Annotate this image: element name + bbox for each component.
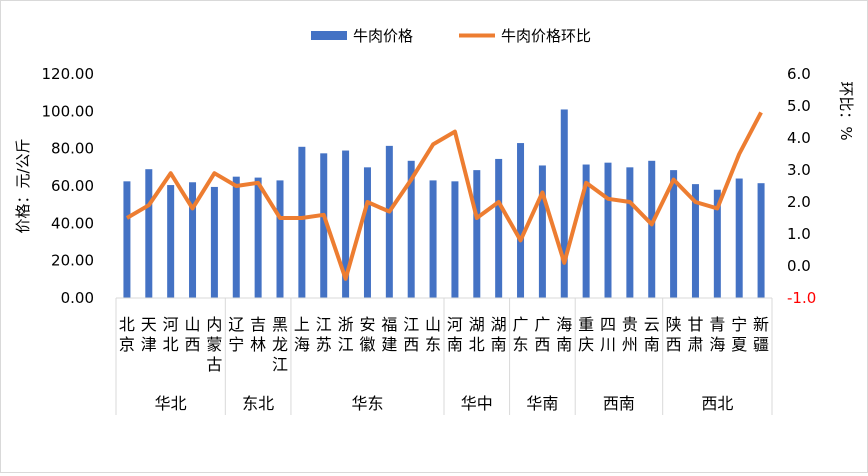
y-left-tick-label: 120.00 bbox=[42, 65, 95, 83]
y-left-tick-label: 80.00 bbox=[51, 140, 94, 158]
y-right-ticks: -1.0 0.0 1.0 2.0 3.0 4.0 5.0 6.0 bbox=[787, 65, 816, 307]
x-tick-label: 重庆 bbox=[578, 315, 594, 354]
x-tick-label: 天津 bbox=[141, 315, 157, 354]
x-tick-label: 江西 bbox=[403, 315, 419, 354]
bar bbox=[429, 180, 437, 298]
x-tick-label: 湖南 bbox=[491, 315, 507, 354]
x-axis: 北京天津河北山西内蒙古辽宁吉林黑龙江上海江苏浙江安徽福建江西山东河南湖北湖南广东… bbox=[115, 297, 773, 415]
x-tick-label: 浙江 bbox=[338, 315, 354, 354]
x-tick-label: 青海 bbox=[709, 315, 725, 354]
y-right-tick-label: 3.0 bbox=[787, 161, 811, 179]
y-left-ticks: 0.00 20.00 40.00 60.00 80.00 100.00 120.00 bbox=[42, 65, 95, 307]
bar bbox=[473, 170, 481, 298]
bar bbox=[363, 167, 371, 298]
y-right-tick-label: -1.0 bbox=[787, 289, 816, 307]
y-right-tick-label: 5.0 bbox=[787, 97, 811, 115]
bar bbox=[648, 160, 656, 298]
x-tick-label: 四川 bbox=[600, 315, 616, 354]
group-label: 华东 bbox=[351, 394, 383, 413]
bar-series bbox=[123, 109, 765, 298]
x-tick-label: 宁夏 bbox=[731, 315, 747, 354]
x-tick-label: 黑龙江 bbox=[272, 315, 288, 374]
bar bbox=[320, 153, 328, 298]
bar bbox=[560, 109, 568, 298]
x-tick-label: 陕西 bbox=[666, 315, 682, 354]
y-right-tick-label: 0.0 bbox=[787, 257, 811, 275]
bar bbox=[145, 169, 153, 298]
bar bbox=[254, 177, 262, 298]
group-label: 华北 bbox=[155, 394, 187, 413]
x-tick-label: 河南 bbox=[447, 315, 463, 354]
y-right-tick-label: 1.0 bbox=[787, 225, 811, 243]
bar bbox=[189, 182, 197, 298]
bar bbox=[407, 160, 415, 298]
bar bbox=[495, 158, 503, 298]
y-left-tick-label: 100.00 bbox=[42, 102, 95, 120]
bar bbox=[713, 189, 721, 298]
group-label: 华南 bbox=[526, 394, 558, 413]
group-label: 西北 bbox=[701, 394, 733, 413]
bar bbox=[604, 162, 612, 298]
x-tick-label: 新疆 bbox=[753, 315, 769, 354]
bar bbox=[342, 150, 350, 298]
y-left-tick-label: 40.00 bbox=[51, 214, 94, 232]
x-tick-label: 云南 bbox=[644, 315, 660, 354]
group-label: 东北 bbox=[242, 394, 274, 413]
x-tick-label: 吉林 bbox=[250, 315, 266, 354]
bar bbox=[276, 180, 284, 298]
bar bbox=[517, 143, 525, 298]
line-path bbox=[125, 111, 763, 281]
x-tick-label: 广东 bbox=[513, 315, 529, 354]
bar bbox=[735, 178, 743, 298]
y-left-tick-label: 0.00 bbox=[61, 289, 94, 307]
y-left-tick-label: 20.00 bbox=[51, 252, 94, 270]
x-tick-label: 安徽 bbox=[359, 315, 375, 354]
bar bbox=[757, 183, 765, 298]
y-right-tick-label: 2.0 bbox=[787, 193, 811, 211]
x-tick-label: 河北 bbox=[163, 315, 179, 354]
line-series bbox=[125, 111, 763, 281]
x-tick-label: 贵州 bbox=[622, 315, 638, 354]
x-tick-label: 湖北 bbox=[469, 315, 485, 354]
bar bbox=[626, 167, 634, 298]
legend-label-bar: 牛肉价格 bbox=[353, 27, 413, 45]
x-tick-label: 内蒙古 bbox=[206, 315, 222, 374]
bar bbox=[538, 165, 546, 298]
bar bbox=[385, 145, 393, 298]
y-right-tick-label: 6.0 bbox=[787, 65, 811, 83]
x-tick-label: 甘肃 bbox=[687, 315, 703, 354]
x-tick-label: 北京 bbox=[119, 315, 135, 354]
legend-label-line: 牛肉价格环比 bbox=[501, 27, 591, 45]
bar bbox=[691, 184, 699, 298]
y-right-tick-label: 4.0 bbox=[787, 129, 811, 147]
y-right-axis-title: 环比：% bbox=[837, 81, 855, 140]
y-left-axis-title: 价格：元/公斤 bbox=[14, 138, 32, 233]
x-tick-label: 广西 bbox=[534, 315, 550, 354]
x-tick-label: 福建 bbox=[381, 315, 397, 354]
x-tick-label: 山西 bbox=[185, 315, 201, 354]
bar bbox=[451, 181, 459, 298]
x-tick-label: 江苏 bbox=[316, 315, 332, 354]
bar bbox=[210, 186, 218, 298]
bar bbox=[582, 164, 590, 298]
bar bbox=[232, 176, 240, 298]
bar bbox=[298, 146, 306, 298]
bar bbox=[670, 170, 678, 298]
bar bbox=[167, 185, 175, 298]
legend-swatch-bar bbox=[311, 31, 347, 40]
legend: 牛肉价格 牛肉价格环比 bbox=[311, 27, 591, 45]
y-left-tick-label: 60.00 bbox=[51, 177, 94, 195]
x-tick-label: 海南 bbox=[556, 315, 572, 354]
x-tick-label: 山东 bbox=[425, 315, 441, 354]
x-tick-label: 辽宁 bbox=[228, 315, 244, 354]
group-label: 西南 bbox=[603, 394, 635, 413]
x-tick-label: 上海 bbox=[294, 315, 310, 354]
group-label: 华中 bbox=[461, 394, 493, 413]
bar bbox=[123, 181, 131, 298]
